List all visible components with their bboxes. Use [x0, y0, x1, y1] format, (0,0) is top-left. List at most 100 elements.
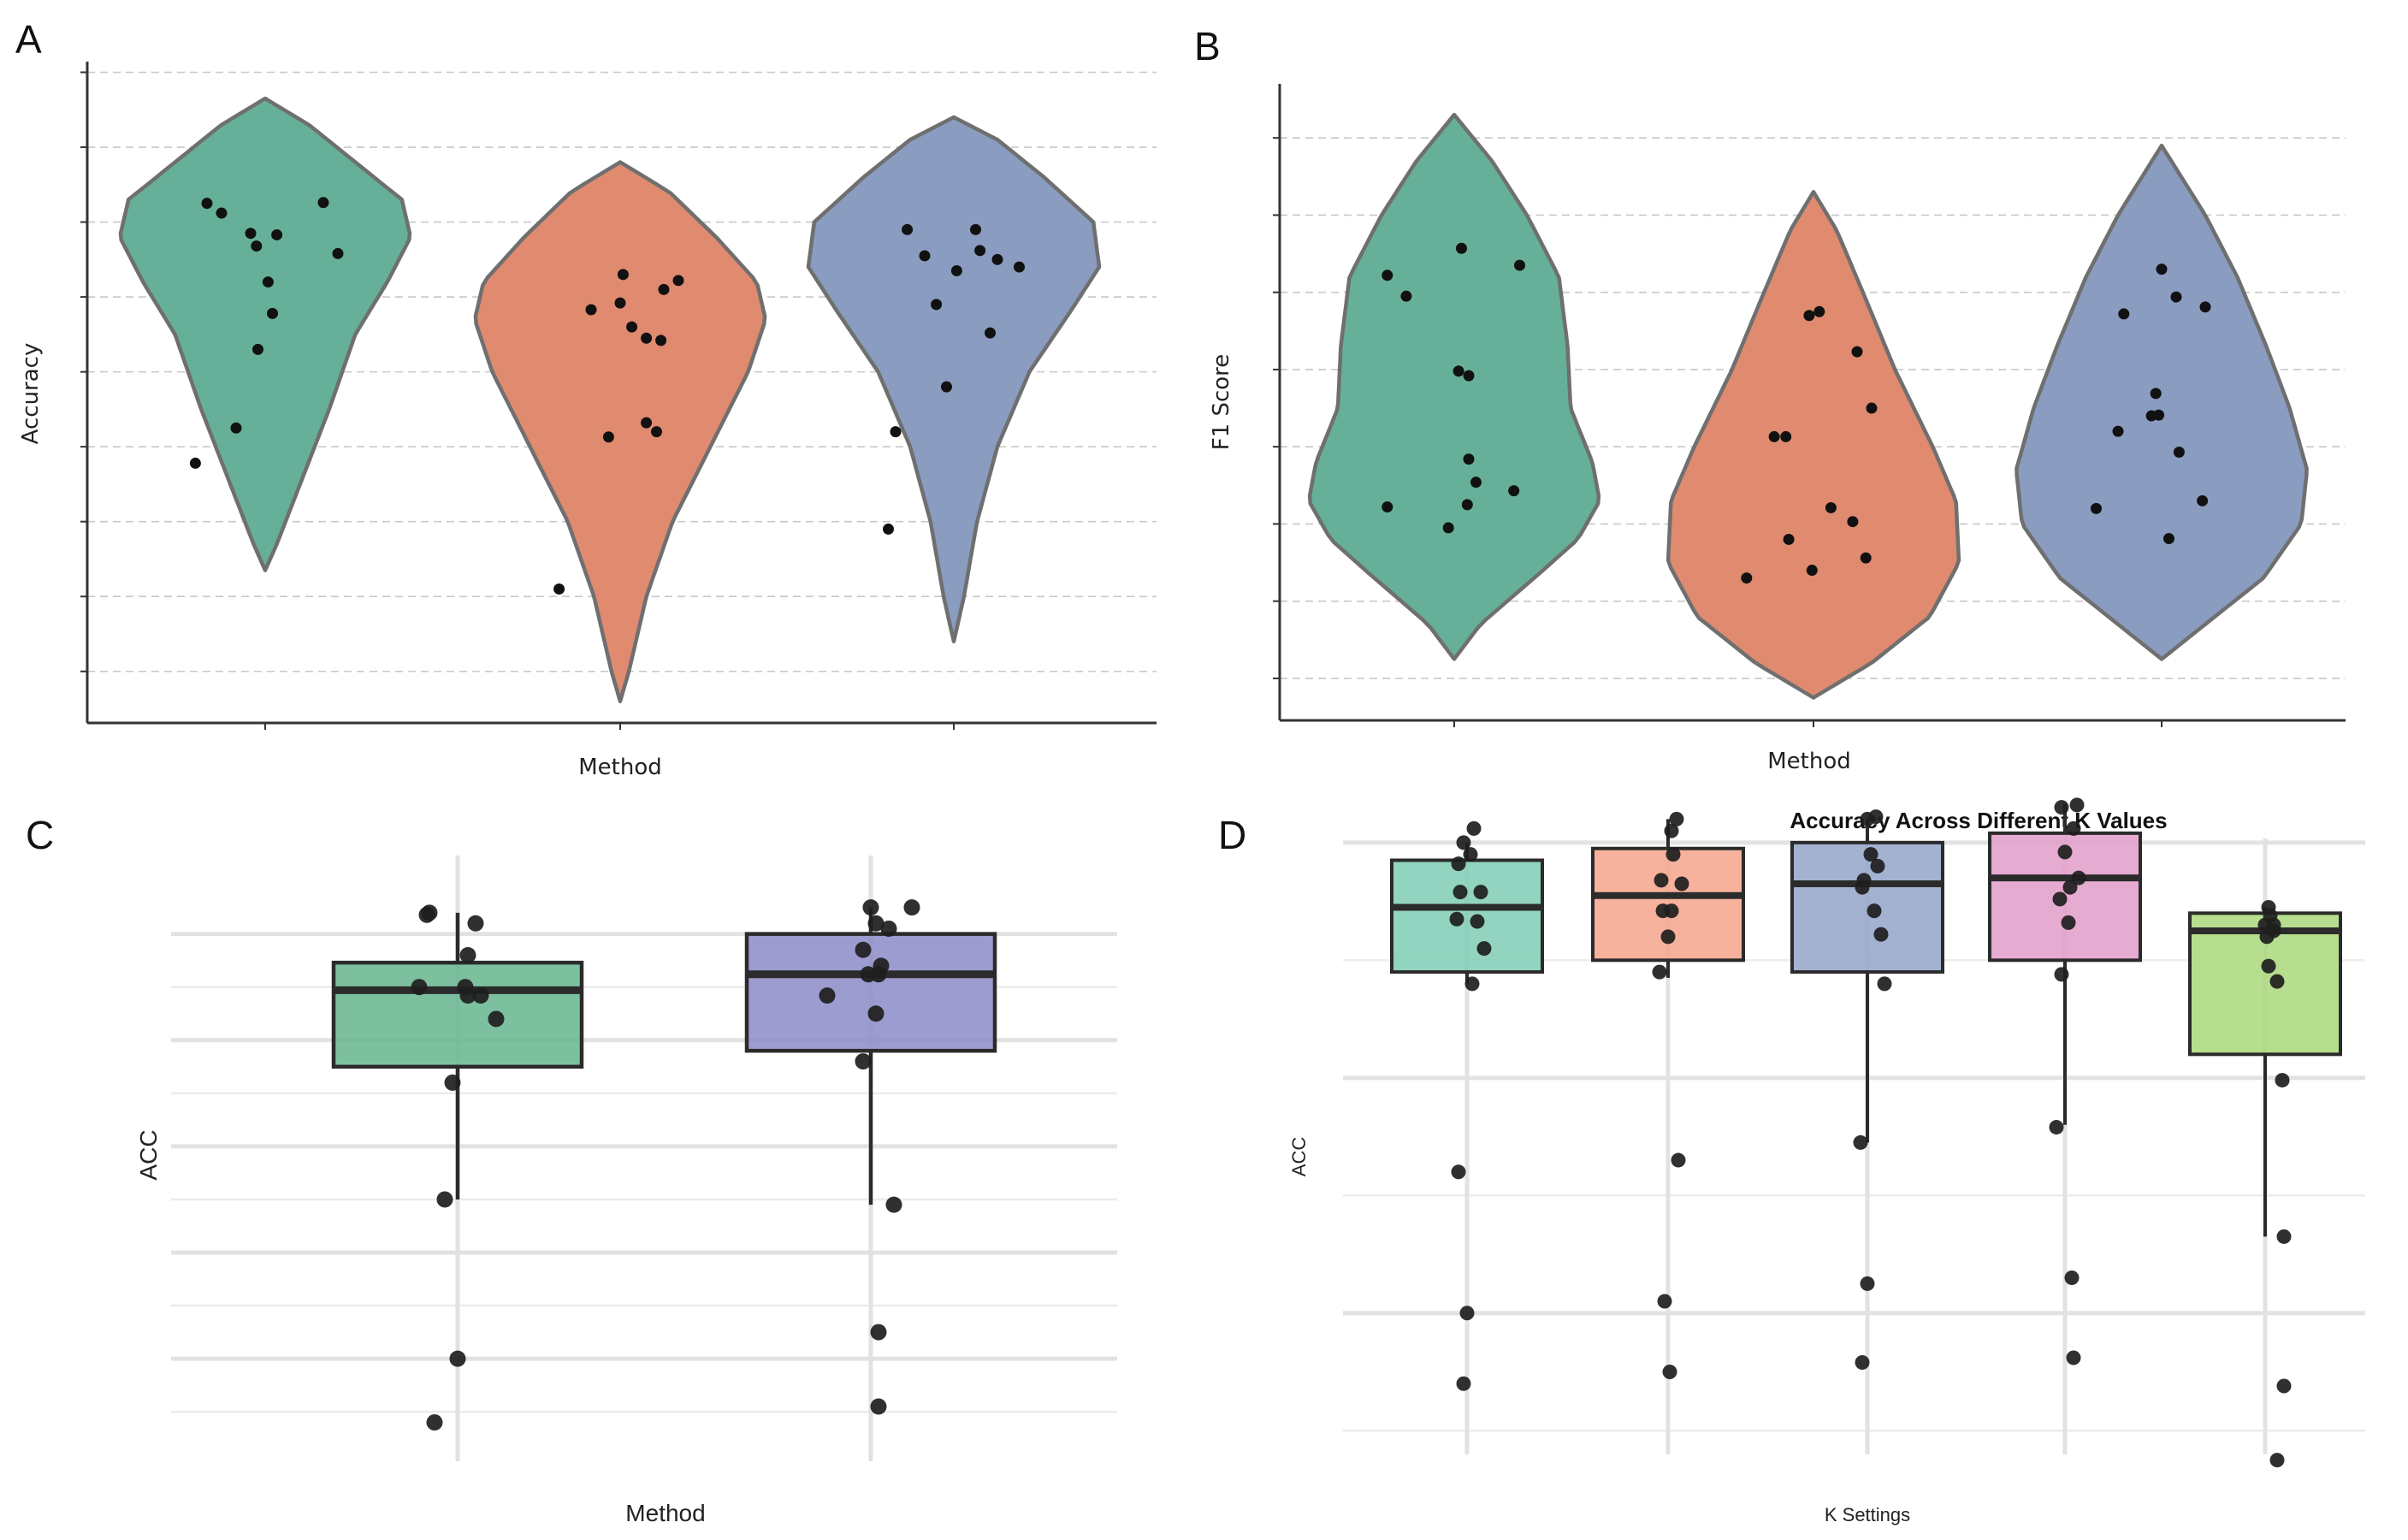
panel-letter-d: D — [1218, 813, 1246, 857]
data-point — [870, 1324, 887, 1341]
data-point — [903, 899, 920, 916]
data-point — [1768, 430, 1780, 442]
data-point — [1463, 370, 1475, 382]
panel-b-points — [1381, 242, 2211, 584]
data-point — [245, 228, 257, 240]
data-point — [1400, 290, 1412, 302]
box-iqr — [1390, 858, 1544, 974]
panel-letter-a: A — [15, 17, 42, 62]
data-point — [2057, 844, 2073, 860]
data-point — [1508, 485, 1520, 497]
panel-d-x-axis-label: K Settings — [1825, 1504, 1910, 1525]
data-point — [1873, 927, 1889, 942]
data-point — [2170, 291, 2182, 303]
data-point — [271, 228, 283, 240]
data-point — [1473, 885, 1488, 900]
data-point — [2150, 388, 2162, 400]
panel-d-y-axis-label: ACC — [1288, 1137, 1310, 1177]
data-point — [1662, 1365, 1677, 1380]
data-point — [614, 297, 626, 309]
data-point — [855, 941, 872, 958]
data-point — [862, 899, 879, 916]
data-point — [617, 269, 629, 281]
panel-c-x-axis-label: Method — [625, 1500, 705, 1526]
data-point — [2062, 880, 2078, 895]
data-point — [2112, 425, 2124, 437]
data-point — [2061, 915, 2076, 930]
data-point — [411, 979, 428, 996]
data-point — [467, 915, 484, 932]
data-point — [2276, 1378, 2292, 1394]
data-point — [1476, 941, 1492, 957]
data-point — [1671, 1152, 1686, 1168]
data-point — [2197, 495, 2209, 506]
data-point — [418, 906, 435, 923]
data-point — [1806, 565, 1818, 577]
data-point — [1466, 820, 1482, 836]
data-point — [1461, 499, 1473, 511]
data-point — [602, 431, 614, 443]
data-point — [1452, 885, 1468, 900]
panel-d-points — [1449, 797, 2292, 1468]
data-point — [1669, 811, 1684, 826]
data-point — [2199, 301, 2211, 313]
data-point — [1674, 876, 1689, 891]
data-point — [1514, 259, 1525, 271]
data-point — [1449, 911, 1464, 927]
data-point — [2049, 1120, 2064, 1135]
data-point — [317, 197, 329, 209]
data-point — [2091, 502, 2102, 514]
panel-a-violins — [118, 96, 1102, 704]
data-point — [931, 299, 943, 311]
data-point — [1867, 903, 1882, 919]
data-point — [883, 523, 894, 535]
data-point — [970, 223, 981, 235]
data-point — [449, 1350, 466, 1367]
data-point — [267, 307, 278, 319]
panel-b-violins — [1307, 112, 2309, 700]
data-point — [201, 198, 213, 210]
data-point — [890, 426, 902, 438]
panel-d-boxes — [1390, 803, 2342, 1237]
data-point — [1825, 501, 1837, 513]
data-point — [2066, 1350, 2081, 1365]
data-point — [880, 920, 897, 937]
data-point — [2054, 967, 2069, 982]
panel-a-x-axis-label: Method — [578, 755, 662, 780]
data-point — [1381, 501, 1393, 513]
data-point — [1847, 516, 1859, 528]
data-point — [262, 276, 274, 288]
panel-d-boxplot-k: Accuracy Across Different K Values ACC K… — [1288, 797, 2365, 1525]
data-point — [2269, 1453, 2285, 1468]
data-point — [472, 987, 489, 1004]
data-point — [867, 1005, 885, 1022]
data-point — [1860, 552, 1872, 564]
data-point — [1451, 1164, 1466, 1180]
data-point — [1464, 976, 1480, 992]
data-point — [2266, 917, 2281, 933]
panel-a-y-axis-label: Accuracy — [18, 343, 44, 445]
data-point — [251, 240, 263, 252]
data-point — [941, 381, 952, 393]
data-point — [2275, 1073, 2290, 1088]
panel-b-x-axis-label: Method — [1767, 749, 1851, 774]
data-point — [1783, 533, 1795, 545]
data-point — [2173, 446, 2185, 458]
data-point — [950, 264, 962, 276]
data-point — [216, 207, 228, 219]
data-point — [2261, 958, 2276, 974]
data-point — [867, 915, 885, 932]
violin-body — [473, 160, 767, 704]
data-point — [1463, 847, 1478, 862]
data-point — [585, 304, 597, 316]
data-point — [2066, 820, 2081, 836]
data-point — [1855, 1355, 1870, 1371]
data-point — [459, 987, 476, 1004]
data-point — [1456, 835, 1471, 850]
data-point — [1866, 402, 1878, 414]
data-point — [444, 1074, 461, 1091]
data-point — [819, 987, 836, 1004]
data-point — [1664, 903, 1679, 919]
data-point — [2269, 974, 2285, 989]
data-point — [436, 1191, 453, 1208]
